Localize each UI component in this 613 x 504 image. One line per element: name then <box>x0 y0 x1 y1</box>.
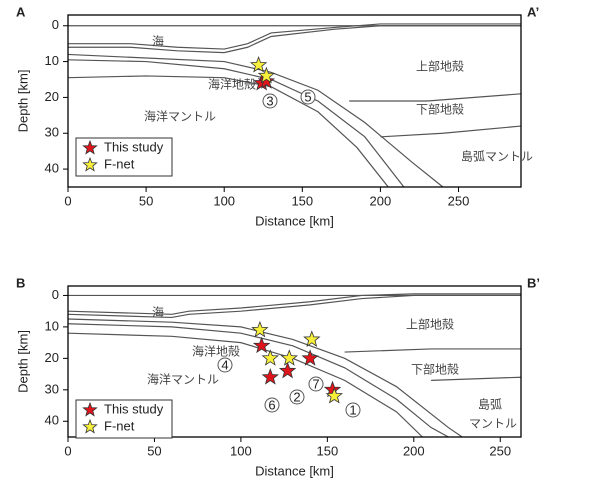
x-tick-label: 250 <box>448 193 470 208</box>
x-tick-label: 100 <box>230 443 252 458</box>
star-marker <box>251 320 269 338</box>
layer-boundary <box>349 93 522 102</box>
x-tick-label: 50 <box>147 443 161 458</box>
y-tick-label: 40 <box>45 161 59 176</box>
legend-label: This study <box>104 401 164 416</box>
event-circle <box>345 402 361 418</box>
y-tick-label: 0 <box>52 287 59 302</box>
region-label: 上部地殻 <box>416 59 464 74</box>
plot-frame <box>67 285 522 438</box>
region-label: 下部地殻 <box>411 362 459 377</box>
y-tick-label: 30 <box>45 381 59 396</box>
star-marker <box>280 349 298 366</box>
legend-label: F-net <box>104 418 135 433</box>
region-label: 島弧マントル <box>461 149 533 164</box>
event-label: 3 <box>266 93 273 108</box>
region-label: 海洋地殻 <box>192 344 240 359</box>
panel-label: A’ <box>527 4 539 19</box>
y-tick-label: 20 <box>45 350 59 365</box>
x-tick-label: 50 <box>139 193 153 208</box>
event-label: 2 <box>293 389 300 404</box>
layer-boundary <box>431 376 522 381</box>
region-label: 島弧 <box>478 397 502 412</box>
legend-label: This study <box>104 139 164 154</box>
x-tick-label: 200 <box>403 443 425 458</box>
y-tick-label: 40 <box>45 413 59 428</box>
y-tick-label: 20 <box>45 89 59 104</box>
layer-boundary <box>344 348 521 353</box>
layer-boundary <box>380 125 522 138</box>
event-label: 1 <box>349 402 356 417</box>
legend-label: F-net <box>104 156 135 171</box>
region-label: 海洋マントル <box>147 372 219 387</box>
layer-boundary <box>67 294 521 319</box>
panel-label: B <box>16 275 25 290</box>
y-tick-label: 10 <box>45 318 59 333</box>
event-label: 5 <box>304 89 311 104</box>
x-tick-label: 150 <box>316 443 338 458</box>
region-label: 下部地殻 <box>416 102 464 117</box>
layer-boundary <box>67 293 521 315</box>
event-circle <box>217 357 233 373</box>
x-tick-label: 0 <box>64 443 71 458</box>
legend-marker <box>82 401 98 417</box>
region-label: 上部地殻 <box>406 317 454 332</box>
star-marker <box>249 56 268 73</box>
star-marker <box>261 368 279 385</box>
panel-label: A <box>16 4 26 19</box>
x-axis-label: Distance [km] <box>255 463 334 478</box>
star-marker <box>257 66 276 84</box>
y-tick-label: 0 <box>52 17 59 32</box>
y-axis-label: Depth [km] <box>15 330 30 393</box>
y-axis-label: Depth [km] <box>15 70 30 133</box>
x-tick-label: 0 <box>64 193 71 208</box>
layer-boundary <box>67 53 444 188</box>
layer-boundary <box>67 323 449 438</box>
panel-label: B’ <box>527 275 540 290</box>
y-tick-label: 30 <box>45 125 59 140</box>
region-label: 海 <box>152 305 164 320</box>
event-label: 4 <box>221 357 228 372</box>
event-label: 7 <box>312 376 319 391</box>
legend-marker <box>82 418 98 434</box>
region-label: マントル <box>469 417 517 431</box>
legend-marker <box>82 139 98 155</box>
x-tick-label: 100 <box>213 193 235 208</box>
legend-marker <box>82 156 98 172</box>
star-marker <box>252 336 271 354</box>
event-circle <box>289 389 305 405</box>
star-marker <box>261 349 279 366</box>
x-tick-label: 250 <box>489 443 511 458</box>
y-tick-label: 10 <box>45 53 59 68</box>
x-axis-label: Distance [km] <box>255 213 334 228</box>
star-marker <box>257 72 276 89</box>
layer-boundary <box>68 23 521 50</box>
plot-frame <box>67 14 522 188</box>
star-marker <box>301 349 319 366</box>
layer-boundary <box>67 318 463 438</box>
region-label: 海 <box>152 34 164 49</box>
event-circle <box>264 397 280 413</box>
star-marker <box>303 330 321 347</box>
event-circle <box>300 89 316 105</box>
x-tick-label: 200 <box>370 193 392 208</box>
star-marker <box>278 361 297 379</box>
region-label: 海洋地殻 <box>208 77 256 92</box>
x-tick-label: 150 <box>291 193 313 208</box>
event-label: 6 <box>268 397 275 412</box>
event-circle <box>262 93 278 109</box>
layer-boundary <box>68 25 521 54</box>
region-label: 海洋マントル <box>144 109 216 124</box>
event-circle <box>308 376 324 392</box>
star-marker <box>325 386 343 404</box>
